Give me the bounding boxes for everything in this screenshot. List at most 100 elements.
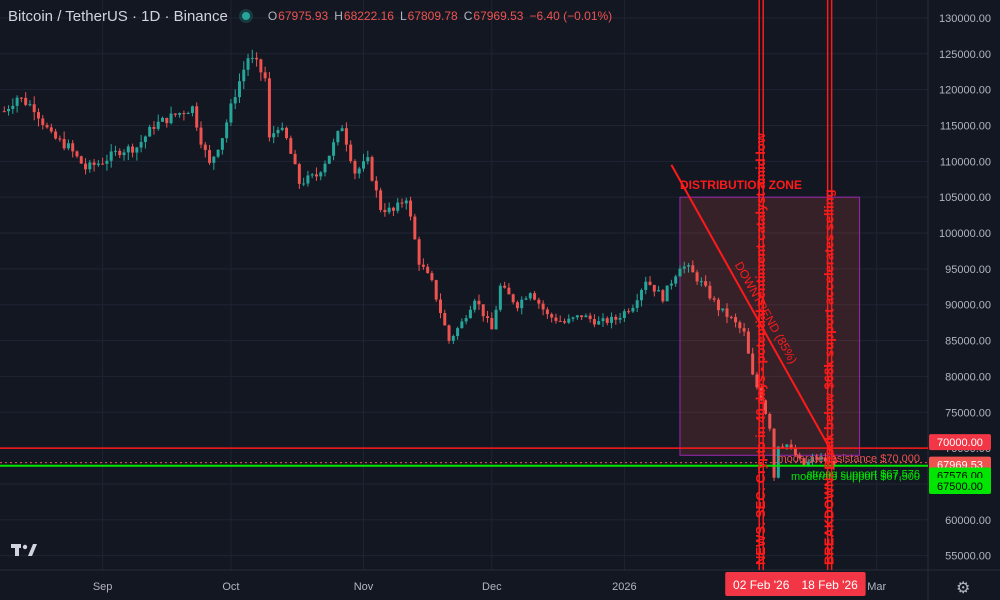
- candle-body: [349, 144, 353, 162]
- candle-body: [387, 207, 391, 213]
- candle-body: [468, 309, 472, 319]
- news-annotation: NEWS: SEC: Crypto in 40 days - potential…: [753, 132, 768, 565]
- candle-body: [528, 293, 532, 299]
- candle-body: [45, 124, 49, 128]
- candle-body: [511, 294, 515, 303]
- candle-body: [438, 299, 442, 314]
- y-tick-label: 95000.00: [945, 264, 991, 276]
- candle-body: [84, 163, 88, 170]
- candle-body: [255, 57, 259, 60]
- candle-body: [486, 316, 490, 319]
- candle-body: [776, 446, 780, 478]
- candle-body: [362, 161, 365, 169]
- candle-body: [233, 97, 237, 104]
- candle-body: [721, 308, 725, 311]
- candle-body: [148, 126, 152, 137]
- candle-body: [447, 325, 451, 341]
- candle-body: [806, 461, 810, 467]
- candle-body: [691, 265, 695, 273]
- candle-body: [430, 273, 434, 281]
- candle-body: [648, 281, 652, 285]
- resistance-level-label: moderate resistance $70,000: [778, 453, 920, 465]
- candle-body: [190, 106, 194, 114]
- candle-body: [49, 127, 53, 132]
- candle-body: [19, 97, 23, 99]
- resistance-axis-label-bg: [929, 434, 991, 451]
- resistance-axis-label: 70000.00: [937, 437, 983, 449]
- candle-body: [229, 103, 233, 123]
- candle-body: [79, 156, 83, 164]
- candle-body: [332, 142, 336, 156]
- candle-body: [567, 318, 571, 323]
- candle-body: [28, 104, 32, 106]
- candle-body: [575, 315, 579, 318]
- candle-body: [592, 319, 596, 325]
- candle-body: [674, 276, 678, 284]
- candle-body: [682, 266, 686, 269]
- settings-gear-icon[interactable]: ⚙: [956, 580, 971, 597]
- candle-body: [152, 126, 156, 129]
- candle-body: [571, 317, 575, 319]
- candle-body: [789, 444, 793, 448]
- candle-body: [708, 285, 712, 299]
- candle-body: [250, 57, 254, 59]
- support-level-label-strong: strong support $67,576: [807, 468, 920, 480]
- candle-body: [443, 313, 447, 326]
- downtrend-line: [670, 164, 839, 463]
- candle-body: [41, 118, 45, 125]
- candle-body: [742, 328, 746, 332]
- candle-body: [828, 461, 832, 463]
- candle-body: [597, 321, 601, 325]
- candle-body: [36, 112, 40, 119]
- candle-body: [96, 163, 100, 165]
- ohlc-open: O67975.93: [267, 9, 329, 23]
- candle-body: [173, 113, 177, 115]
- candle-body: [276, 129, 280, 134]
- y-tick-label: 80000.00: [945, 371, 991, 383]
- event-date-label: 02 Feb '26: [733, 578, 790, 592]
- candle-body: [306, 175, 310, 184]
- candle-body: [687, 265, 691, 267]
- candle-body: [357, 168, 361, 174]
- candle-body: [297, 164, 301, 184]
- candle-body: [644, 281, 648, 290]
- candle-body: [772, 428, 776, 478]
- candle-body: [7, 108, 11, 112]
- candle-body: [113, 150, 117, 152]
- y-tick-label: 100000.00: [939, 228, 991, 240]
- candle-body: [494, 309, 498, 330]
- candle-body: [54, 131, 58, 139]
- candle-body: [755, 374, 759, 388]
- candle-body: [520, 299, 524, 309]
- breakdown-annotation: BREAKDOWN: Break below $68k support acce…: [822, 189, 837, 565]
- candle-body: [109, 151, 113, 161]
- candle-body: [725, 308, 729, 317]
- candle-body: [434, 280, 438, 300]
- moderate-support-axis-label-bg: [929, 478, 991, 495]
- support-level-label-moderate: moderate support $67,500: [791, 471, 920, 483]
- candle-body: [208, 150, 212, 163]
- candle-body: [627, 311, 631, 313]
- candle-body: [319, 172, 323, 177]
- candle-body: [404, 200, 408, 204]
- candle-body: [178, 113, 182, 115]
- candle-body: [793, 447, 797, 456]
- candle-body: [738, 322, 742, 329]
- candle-body: [66, 143, 70, 149]
- candle-body: [785, 444, 789, 447]
- candle-body: [24, 97, 28, 105]
- y-tick-label: 125000.00: [939, 49, 991, 61]
- symbol-title[interactable]: Bitcoin / TetherUS · 1D · Binance: [8, 7, 228, 25]
- x-tick-label: Oct: [222, 581, 239, 593]
- y-tick-label: 130000.00: [939, 13, 991, 25]
- candle-body: [614, 316, 618, 320]
- candle-body: [832, 461, 836, 466]
- candle-body: [216, 149, 220, 157]
- candle-body: [280, 127, 284, 130]
- candle-body: [374, 180, 378, 191]
- candle-body: [344, 128, 348, 145]
- candle-body: [588, 315, 592, 320]
- tradingview-logo-icon[interactable]: [10, 540, 38, 560]
- candle-body: [554, 317, 558, 321]
